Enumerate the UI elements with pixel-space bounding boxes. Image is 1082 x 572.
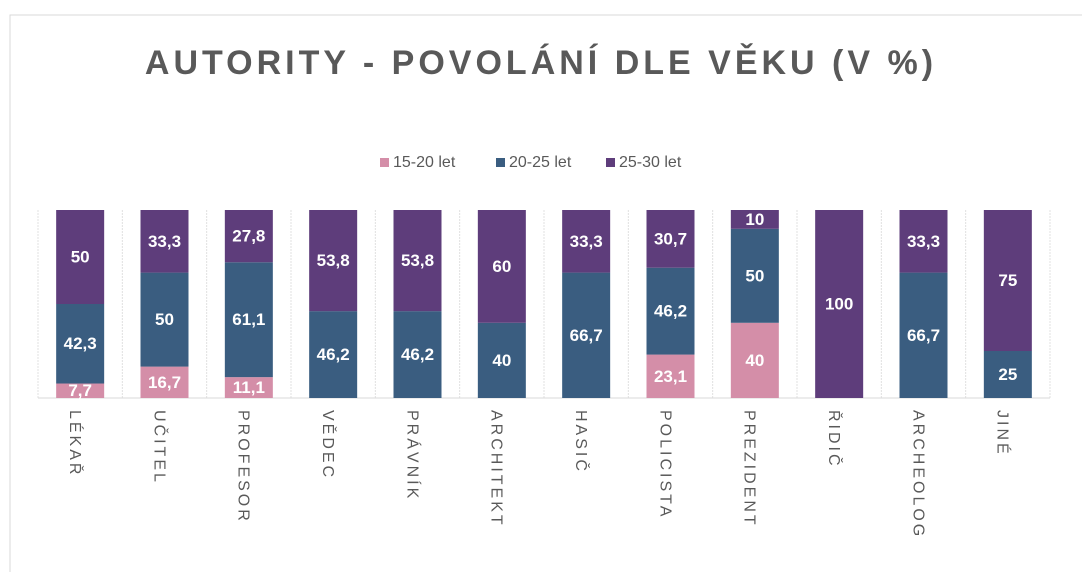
x-tick-label: PRÁVNÍK <box>403 410 422 501</box>
bar-segment <box>309 311 358 398</box>
x-tick-label: ARCHEOLOG <box>909 410 926 539</box>
data-label: 40 <box>492 351 511 370</box>
data-label: 23,1 <box>654 367 687 386</box>
data-label: 66,7 <box>570 326 603 345</box>
data-label: 33,3 <box>148 232 181 251</box>
bar-segment <box>477 210 526 323</box>
data-label: 42,3 <box>64 334 97 353</box>
data-label: 25 <box>998 365 1017 384</box>
bar-segment <box>140 366 189 398</box>
x-tick-label: PROFESOR <box>235 410 252 524</box>
data-label: 100 <box>825 294 853 313</box>
bar-segment <box>309 210 358 312</box>
legend-swatch <box>380 158 389 167</box>
bar-segment <box>815 210 864 398</box>
data-label: 10 <box>745 210 764 229</box>
x-tick-label: PREZIDENT <box>741 410 758 528</box>
bar-segment <box>56 383 105 398</box>
data-label: 60 <box>492 257 511 276</box>
data-label: 40 <box>745 351 764 370</box>
bar-segment <box>730 322 779 398</box>
bar-segment <box>983 210 1032 351</box>
legend-swatch <box>606 158 615 167</box>
bar-segment <box>646 210 695 268</box>
bar-segment <box>393 210 442 312</box>
x-tick-label: ŘIDIČ <box>825 410 844 469</box>
data-label: 33,3 <box>570 232 603 251</box>
x-tick-label: LÉKAŘ <box>66 410 85 477</box>
data-label: 11,1 <box>233 378 265 397</box>
x-tick-label: VĚDEC <box>319 410 338 480</box>
bar-segment <box>224 262 273 378</box>
legend-swatch <box>496 158 505 167</box>
data-label: 46,2 <box>401 345 434 364</box>
legend-label: 15-20 let <box>393 154 456 171</box>
x-tick-label: ARCHITEKT <box>488 410 505 528</box>
data-label: 53,8 <box>317 251 350 270</box>
legend-label: 20-25 let <box>509 154 572 171</box>
data-label: 50 <box>71 247 90 266</box>
data-label: 46,2 <box>654 302 687 321</box>
bar-segment <box>646 354 695 398</box>
bar-segment <box>983 351 1032 398</box>
data-label: 16,7 <box>148 373 181 392</box>
data-label: 50 <box>745 266 764 285</box>
data-label: 7,7 <box>68 381 92 400</box>
bar-segment <box>646 267 695 355</box>
data-label: 33,3 <box>907 232 940 251</box>
data-label: 66,7 <box>907 326 940 345</box>
bar-segment <box>393 311 442 398</box>
x-tick-label: UČITEL <box>150 410 169 485</box>
bar-segment <box>730 210 779 229</box>
bar-segment <box>730 228 779 323</box>
chart-title: AUTORITY - POVOLÁNÍ DLE VĚKU (V %) <box>144 44 938 82</box>
bar-segment <box>899 210 948 273</box>
bar-segment <box>224 210 273 263</box>
chart-border <box>9 14 1082 572</box>
x-tick-label: JINÉ <box>994 410 1013 457</box>
data-label: 46,2 <box>317 345 350 364</box>
data-label: 30,7 <box>654 229 687 248</box>
data-label: 50 <box>155 310 174 329</box>
bar-segment <box>140 272 189 367</box>
bar-segment <box>56 304 105 384</box>
bar-segment <box>56 210 105 304</box>
legend-label: 25-30 let <box>619 154 682 171</box>
bar-segment <box>224 377 273 398</box>
bar-segment <box>899 272 948 398</box>
bar-segment <box>140 210 189 273</box>
bar-segment <box>477 322 526 398</box>
data-label: 61,1 <box>232 310 265 329</box>
bar-segment <box>562 272 611 398</box>
x-tick-label: POLICISTA <box>656 410 673 519</box>
data-label: 53,8 <box>401 251 434 270</box>
data-label: 27,8 <box>232 227 265 246</box>
x-tick-label: HASIČ <box>572 410 591 474</box>
bar-segment <box>562 210 611 273</box>
data-label: 75 <box>998 271 1017 290</box>
